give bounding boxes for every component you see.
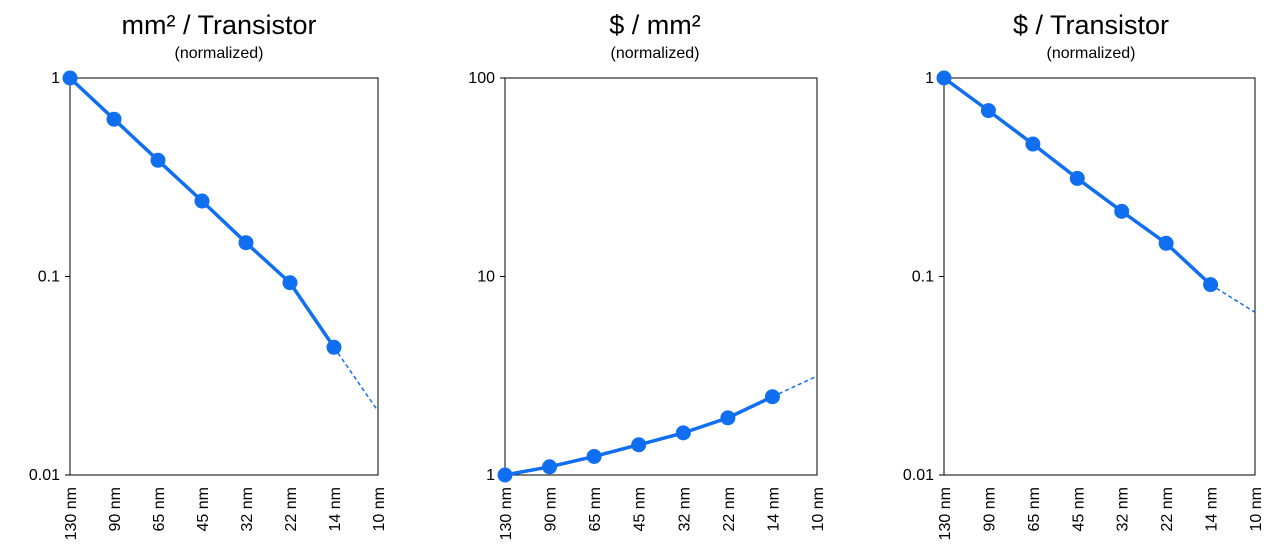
data-point <box>62 70 78 86</box>
chart-subtitle: (normalized) <box>611 45 700 62</box>
x-tick-label: 45 nm <box>632 487 649 531</box>
data-point <box>238 235 254 251</box>
chart-title: mm² / Transistor <box>121 10 316 40</box>
data-point <box>1203 277 1219 293</box>
chart-subtitle: (normalized) <box>175 45 264 62</box>
charts-group: mm² / Transistor(normalized)10.10.01130 … <box>29 10 1265 540</box>
x-tick-label: 10 nm <box>810 487 827 531</box>
x-tick-label: 130 nm <box>498 487 515 540</box>
chart-1: mm² / Transistor (normalized) 1 0.1 0.01130 … <box>29 10 388 540</box>
data-point <box>326 339 342 355</box>
y-tick-label: 100 <box>468 70 495 87</box>
data-point <box>497 467 513 483</box>
projection-line <box>772 375 818 398</box>
x-tick-label: 32 nm <box>239 487 256 531</box>
y-tick-label: 10 <box>477 269 495 286</box>
projection-line <box>333 346 379 412</box>
data-point <box>194 193 210 209</box>
data-point <box>936 70 952 86</box>
x-tick-label: 130 nm <box>63 487 80 540</box>
data-point <box>1158 235 1174 251</box>
x-tick-label: 14 nm <box>1204 487 1221 531</box>
y-tick-label: 0.1 <box>38 269 60 286</box>
data-point <box>150 152 166 168</box>
x-tick-label: 90 nm <box>543 487 560 531</box>
chart-title: $ / mm² <box>609 10 701 40</box>
data-point <box>1069 170 1085 186</box>
chart-subtitle: (normalized) <box>1047 45 1136 62</box>
x-tick-label: 130 nm <box>937 487 954 540</box>
x-tick-label: 90 nm <box>981 487 998 531</box>
y-tick-label: 0.1 <box>912 269 934 286</box>
x-tick-label: 65 nm <box>587 487 604 531</box>
data-point <box>586 448 602 464</box>
plot-frame <box>504 77 818 476</box>
y-tick-label: 1 <box>925 70 934 87</box>
data-point <box>106 111 122 127</box>
x-tick-label: 32 nm <box>676 487 693 531</box>
data-point <box>675 425 691 441</box>
x-tick-label: 45 nm <box>195 487 212 531</box>
x-tick-label: 45 nm <box>1070 487 1087 531</box>
x-tick-label: 90 nm <box>107 487 124 531</box>
data-point <box>282 275 298 291</box>
chart-title: $ / Transistor <box>1013 10 1169 40</box>
projection-line <box>1210 283 1256 313</box>
plot-frame <box>69 77 379 476</box>
data-point <box>980 103 996 119</box>
y-tick-label: 1 <box>51 70 60 87</box>
x-tick-label: 65 nm <box>1026 487 1043 531</box>
y-tick-label: 0.01 <box>903 467 934 484</box>
x-tick-label: 65 nm <box>151 487 168 531</box>
plot-frame <box>943 77 1256 476</box>
x-tick-label: 10 nm <box>371 487 388 531</box>
y-tick-label: 1 <box>486 467 495 484</box>
data-point <box>720 410 736 426</box>
x-tick-label: 10 nm <box>1248 487 1265 531</box>
data-point <box>1114 203 1130 219</box>
data-point <box>542 459 558 475</box>
y-tick-label: 0.01 <box>29 467 60 484</box>
data-point <box>764 389 780 405</box>
x-tick-label: 14 nm <box>765 487 782 531</box>
data-point <box>631 437 647 453</box>
x-tick-label: 22 nm <box>1159 487 1176 531</box>
x-tick-label: 32 nm <box>1115 487 1132 531</box>
x-tick-label: 22 nm <box>283 487 300 531</box>
x-tick-label: 22 nm <box>721 487 738 531</box>
data-point <box>1025 136 1041 152</box>
x-tick-label: 14 nm <box>327 487 344 531</box>
